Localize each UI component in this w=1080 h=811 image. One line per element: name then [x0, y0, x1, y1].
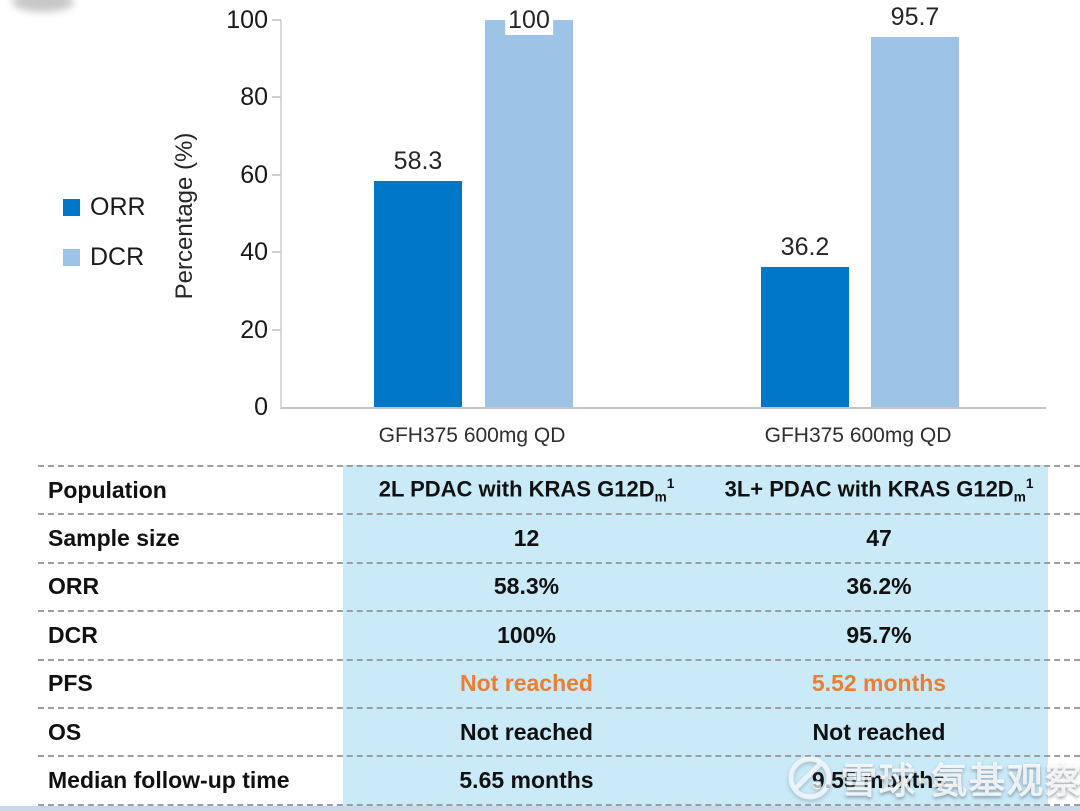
sample-size-cell-3l: 47 — [866, 525, 892, 552]
bar-dcr-3l: 95.7 — [871, 2, 959, 407]
orr-cell-2l: 58.3% — [493, 573, 560, 600]
row-label: Median follow-up time — [48, 767, 290, 794]
pfs-cell-3l: 5.52 months — [811, 670, 947, 697]
axis-tick — [272, 96, 281, 99]
bar-value-label: 95.7 — [887, 2, 943, 32]
y-tick-label: 40 — [240, 238, 268, 266]
row-label: Sample size — [48, 525, 180, 552]
bar-value-label: 58.3 — [390, 147, 446, 177]
followup-cell-3l: 9.55 months — [811, 767, 947, 794]
bar-value-label: 100 — [505, 6, 553, 35]
y-tick-label: 60 — [240, 161, 268, 189]
pfs-cell-2l: Not reached — [460, 670, 593, 697]
orr-cell-3l: 36.2% — [846, 573, 912, 600]
chart-legend: ORR DCR — [63, 193, 146, 293]
orr-swatch-icon — [63, 199, 80, 216]
row-label: DCR — [48, 621, 98, 648]
bottom-edge-strip — [0, 806, 1080, 811]
row-label: PFS — [48, 670, 93, 697]
y-tick-label: 20 — [240, 316, 268, 344]
row-label: OS — [48, 718, 82, 745]
row-label: ORR — [48, 573, 100, 600]
bar-value-label: 36.2 — [777, 232, 833, 262]
dcr-cell-2l: 100% — [497, 621, 556, 648]
y-tick-label: 0 — [254, 393, 268, 421]
axis-tick — [272, 19, 281, 21]
table-row-sample-size: Sample size 12 47 — [38, 513, 1080, 561]
x-axis-label-2l: GFH375 600mg QD — [378, 424, 566, 447]
table-row-median-followup: Median follow-up time 5.65 months 9.55 m… — [38, 755, 1080, 806]
plot-area: 58.3 100 36.2 95.7 — [272, 2, 1046, 409]
axis-tick — [272, 328, 281, 331]
os-cell-3l: Not reached — [812, 718, 946, 745]
axis-tick — [272, 173, 281, 176]
table-row-os: OS Not reached Not reached — [38, 706, 1080, 755]
sample-size-cell-2l: 12 — [513, 525, 540, 552]
population-cell-3l: 3L+ PDAC with KRAS G12Dm1 — [724, 475, 1034, 505]
legend-item-orr: ORR — [63, 193, 146, 222]
table-row-pfs: PFS Not reached 5.52 months — [38, 658, 1080, 707]
y-tick-label: 80 — [240, 83, 268, 111]
y-tick-label: 100 — [226, 6, 268, 34]
legend-item-dcr: DCR — [63, 243, 146, 272]
legend-label-orr: ORR — [90, 193, 146, 221]
corner-smudge — [12, 0, 74, 12]
bar-orr-3l: 36.2 — [761, 232, 849, 407]
y-axis-title: Percentage (%) — [171, 132, 198, 300]
bar-orr-2l: 58.3 — [374, 147, 462, 407]
dcr-swatch-icon — [63, 249, 80, 266]
axis-tick — [272, 251, 281, 254]
os-cell-2l: Not reached — [460, 718, 593, 745]
population-cell-2l: 2L PDAC with KRAS G12Dm1 — [378, 475, 675, 505]
legend-label-dcr: DCR — [90, 243, 145, 271]
table-row-population: Population 2L PDAC with KRAS G12Dm1 3L+ … — [38, 465, 1080, 513]
table-row-dcr: DCR 100% 95.7% — [38, 610, 1080, 658]
followup-cell-2l: 5.65 months — [459, 767, 594, 794]
dcr-cell-3l: 95.7% — [846, 621, 912, 648]
table-highlight-background — [343, 465, 1048, 806]
bar-dcr-2l: 100 — [485, 6, 573, 407]
x-axis-label-3l: GFH375 600mg QD — [764, 424, 952, 447]
table-row-orr: ORR 58.3% 36.2% — [38, 561, 1080, 610]
row-label: Population — [48, 476, 167, 503]
results-table: Population 2L PDAC with KRAS G12Dm1 3L+ … — [38, 465, 1080, 806]
